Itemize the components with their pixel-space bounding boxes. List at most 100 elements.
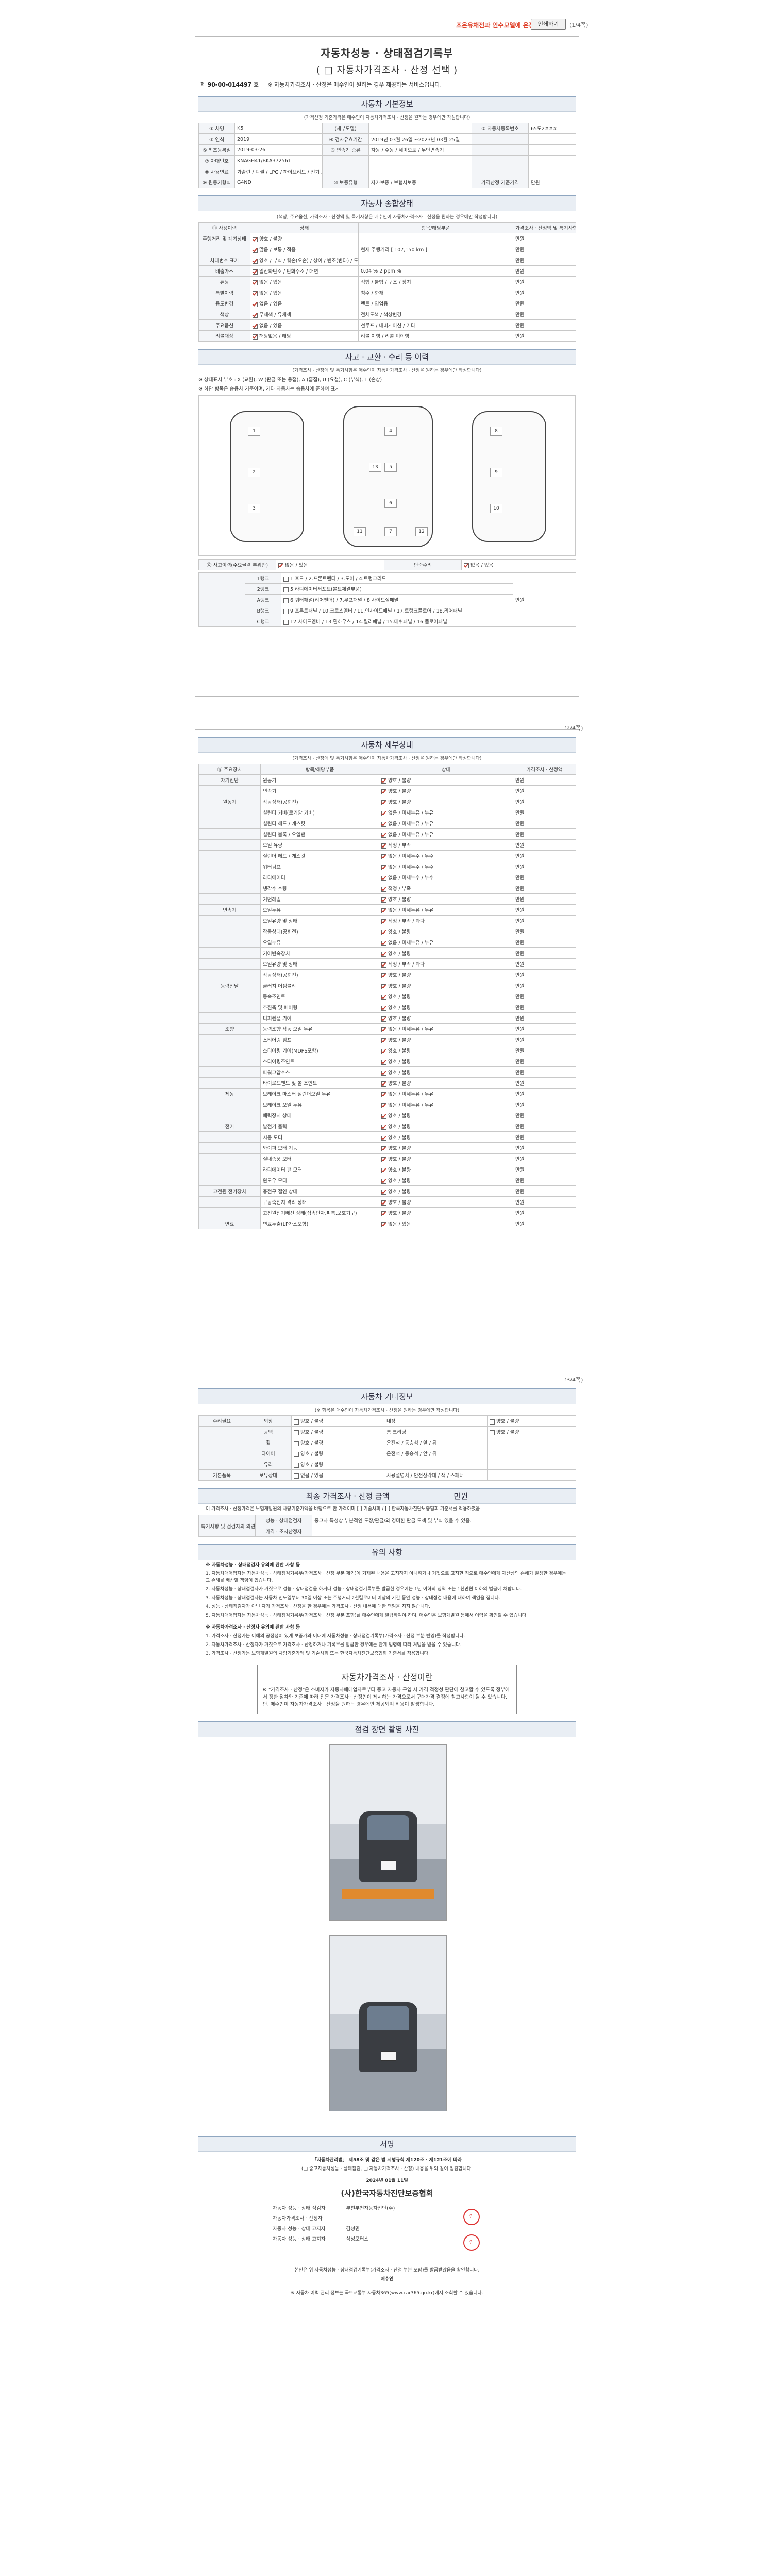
checkbox[interactable] xyxy=(283,598,289,603)
checkbox[interactable] xyxy=(253,334,258,340)
checkbox[interactable] xyxy=(381,929,386,935)
checkbox[interactable] xyxy=(381,1038,386,1043)
checkbox[interactable] xyxy=(381,1124,386,1130)
checkbox[interactable] xyxy=(381,919,386,924)
checkbox[interactable] xyxy=(381,865,386,870)
checkbox[interactable] xyxy=(381,1070,386,1076)
detail-status-check[interactable]: 없음 / 미세누유 / 누유 xyxy=(379,828,513,840)
checkbox[interactable] xyxy=(381,973,386,978)
rank-parts[interactable]: 5.라디에이터서포트(볼트체결부품) xyxy=(281,583,513,595)
checkbox[interactable] xyxy=(381,886,386,892)
checkbox[interactable] xyxy=(381,1211,386,1216)
detail-status-check[interactable]: 양호 / 불량 xyxy=(379,926,513,937)
other-cell[interactable]: 양호 / 불량 xyxy=(487,1415,576,1427)
detail-status-check[interactable]: 양호 / 불량 xyxy=(379,1077,513,1089)
detail-status-check[interactable]: 양호 / 불량 xyxy=(379,1207,513,1218)
checkbox[interactable] xyxy=(294,1473,299,1479)
overview-status-check[interactable]: 무채색 / 유채색 xyxy=(250,309,359,320)
detail-status-check[interactable]: 없음 / 미세누유 / 누유 xyxy=(379,1023,513,1035)
checkbox[interactable] xyxy=(381,908,386,913)
detail-status-check[interactable]: 양호 / 불량 xyxy=(379,1121,513,1132)
detail-status-check[interactable]: 양호 / 불량 xyxy=(379,1056,513,1067)
checkbox[interactable] xyxy=(381,1135,386,1141)
checkbox[interactable] xyxy=(381,994,386,1000)
detail-status-check[interactable]: 없음 / 미세누유 / 누유 xyxy=(379,904,513,916)
detail-status-check[interactable]: 양호 / 불량 xyxy=(379,893,513,905)
detail-status-check[interactable]: 양호 / 불량 xyxy=(379,1034,513,1045)
checkbox[interactable] xyxy=(381,1103,386,1108)
detail-status-check[interactable]: 양호 / 불량 xyxy=(379,1185,513,1197)
overview-status-check[interactable]: 양호 / 부식 / 훼손(오손) / 상이 / 변조(변타) / 도말 xyxy=(250,255,359,266)
overview-status-check[interactable]: 일산화탄소 / 탄화수소 / 매연 xyxy=(250,265,359,277)
overview-status-check[interactable]: 많음 / 보통 / 적음 xyxy=(250,244,359,255)
checkbox[interactable] xyxy=(381,1200,386,1206)
other-cell[interactable] xyxy=(487,1459,576,1470)
detail-status-check[interactable]: 양호 / 불량 xyxy=(379,1002,513,1013)
detail-status-check[interactable]: 없음 / 미세누유 / 누유 xyxy=(379,937,513,948)
checkbox[interactable] xyxy=(381,1222,386,1227)
checkbox[interactable] xyxy=(294,1462,299,1468)
checkbox[interactable] xyxy=(381,843,386,849)
checkbox[interactable] xyxy=(253,247,258,253)
detail-status-check[interactable]: 적정 / 부족 xyxy=(379,883,513,894)
checkbox[interactable] xyxy=(253,301,258,307)
checkbox[interactable] xyxy=(381,951,386,957)
detail-status-check[interactable]: 양호 / 불량 xyxy=(379,991,513,1002)
checkbox[interactable] xyxy=(490,1419,495,1425)
checkbox[interactable] xyxy=(381,1016,386,1022)
detail-status-check[interactable]: 없음 / 미세누유 / 누유 xyxy=(379,818,513,829)
other-cell[interactable] xyxy=(487,1448,576,1459)
detail-status-check[interactable]: 양호 / 불량 xyxy=(379,969,513,980)
checkbox[interactable] xyxy=(294,1440,299,1446)
checkbox[interactable] xyxy=(381,1059,386,1065)
other-cell[interactable]: 양호 / 불량 xyxy=(291,1426,384,1437)
detail-status-check[interactable]: 양호 / 불량 xyxy=(379,1164,513,1175)
overview-status-check[interactable]: 해당없음 / 해당 xyxy=(250,330,359,342)
checkbox[interactable] xyxy=(381,1027,386,1032)
other-cell[interactable] xyxy=(487,1469,576,1481)
top-notice-link[interactable]: 조은유채전과 인수모델에 온장 xyxy=(456,22,534,29)
detail-status-check[interactable]: 없음 / 미세누유 / 누유 xyxy=(379,807,513,818)
simple-repair-status[interactable]: 없음 / 있음 xyxy=(461,559,576,570)
overview-status-check[interactable]: 없음 / 있음 xyxy=(250,319,359,331)
checkbox[interactable] xyxy=(253,323,258,329)
print-button[interactable]: 인쇄하기 xyxy=(531,19,566,30)
detail-status-check[interactable]: 양호 / 불량 xyxy=(379,1142,513,1154)
rank-parts[interactable]: 12.사이드멤버 / 13.휠하우스 / 14.필러패널 / 15.대쉬패널 /… xyxy=(281,616,513,627)
rank-parts[interactable]: 1.후드 / 2.프론트펜더 / 3.도어 / 4.트렁크리드 xyxy=(281,572,513,584)
detail-status-check[interactable]: 양호 / 불량 xyxy=(379,785,513,796)
checkbox[interactable] xyxy=(381,832,386,838)
other-cell[interactable]: 양호 / 불량 xyxy=(487,1426,576,1437)
checkbox[interactable] xyxy=(253,236,258,242)
detail-status-check[interactable]: 없음 / 미세누유 / 누유 xyxy=(379,1099,513,1110)
checkbox[interactable] xyxy=(381,1146,386,1151)
detail-status-check[interactable]: 없음 / 있음 xyxy=(379,1218,513,1229)
detail-status-check[interactable]: 양호 / 불량 xyxy=(379,1153,513,1164)
checkbox[interactable] xyxy=(294,1430,299,1435)
checkbox[interactable] xyxy=(381,875,386,881)
overview-status-check[interactable]: 없음 / 있음 xyxy=(250,287,359,298)
checkbox[interactable] xyxy=(381,1167,386,1173)
detail-status-check[interactable]: 적정 / 부족 xyxy=(379,839,513,851)
detail-status-check[interactable]: 양호 / 불량 xyxy=(379,1175,513,1186)
detail-status-check[interactable]: 양호 / 불량 xyxy=(379,1045,513,1056)
checkbox[interactable] xyxy=(381,1048,386,1054)
detail-status-check[interactable]: 적정 / 부족 / 과다 xyxy=(379,915,513,926)
overview-status-check[interactable]: 없음 / 있음 xyxy=(250,276,359,287)
detail-status-check[interactable]: 없음 / 미세누수 / 누수 xyxy=(379,861,513,872)
checkbox[interactable] xyxy=(253,312,258,318)
detail-status-check[interactable]: 양호 / 불량 xyxy=(379,980,513,991)
checkbox[interactable] xyxy=(381,1113,386,1119)
other-cell[interactable]: 양호 / 불량 xyxy=(291,1448,384,1459)
checkbox[interactable] xyxy=(253,280,258,285)
checkbox[interactable] xyxy=(490,1430,495,1435)
checkbox[interactable] xyxy=(381,940,386,946)
checkbox[interactable] xyxy=(381,810,386,816)
checkbox[interactable] xyxy=(381,821,386,827)
checkbox[interactable] xyxy=(253,258,258,264)
overview-status-check[interactable]: 양호 / 불량 xyxy=(250,233,359,244)
checkbox[interactable] xyxy=(381,854,386,859)
detail-status-check[interactable]: 적정 / 부족 / 과다 xyxy=(379,958,513,970)
checkbox[interactable] xyxy=(381,1092,386,1097)
checkbox[interactable] xyxy=(381,1081,386,1087)
